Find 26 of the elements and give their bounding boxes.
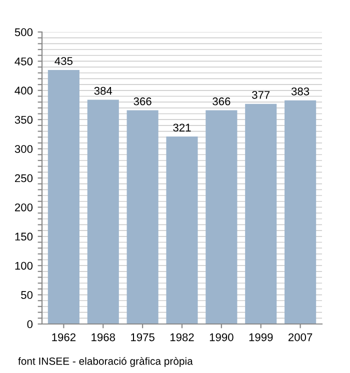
y-tick-label: 0 (27, 320, 33, 328)
y-tick-label: 500 (14, 28, 33, 36)
x-tick-label: 1975 (131, 333, 154, 342)
x-tick-label: 1962 (52, 333, 76, 342)
y-tick-label: 100 (15, 262, 33, 270)
data-label: 383 (291, 87, 310, 96)
y-tick-label: 50 (21, 291, 33, 299)
y-tick-label: 250 (14, 174, 33, 182)
y-tick-label: 200 (14, 203, 33, 212)
x-tick-label: 1990 (210, 333, 234, 342)
data-label: 321 (173, 124, 191, 132)
x-tick-label: 2007 (288, 333, 312, 342)
data-label: 377 (252, 90, 270, 99)
data-label: 366 (134, 97, 152, 106)
y-tick-label: 150 (15, 232, 33, 241)
y-tick-label: 450 (14, 57, 33, 66)
data-label: 366 (212, 97, 230, 106)
text: font INSEE - elaboració gràfica pròpia (18, 357, 193, 367)
x-tick-label: 1999 (249, 333, 273, 342)
x-tick-label: 1968 (92, 333, 116, 342)
data-label: 435 (54, 57, 72, 65)
y-tick-label: 400 (14, 86, 33, 95)
y-tick-label: 350 (14, 116, 33, 124)
y-tick-label: 300 (14, 145, 33, 153)
data-label: 384 (94, 86, 112, 95)
x-tick-label: 1982 (170, 333, 194, 342)
